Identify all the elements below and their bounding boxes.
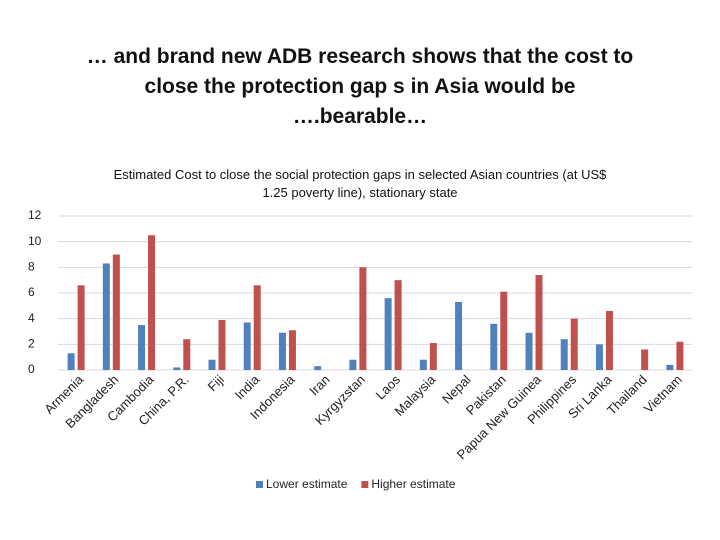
bar <box>666 364 674 370</box>
bar <box>77 285 85 370</box>
y-tick-label: 2 <box>28 337 35 351</box>
bar <box>278 332 286 370</box>
bar <box>173 367 181 370</box>
bar <box>218 319 226 370</box>
x-tick-label: Laos <box>373 372 404 403</box>
bar <box>208 359 216 370</box>
bar <box>455 301 463 370</box>
y-tick-label: 6 <box>28 285 35 299</box>
bar <box>148 235 156 370</box>
legend-swatch <box>361 481 369 488</box>
bar <box>67 353 75 370</box>
bar <box>500 291 508 370</box>
bar <box>394 280 402 370</box>
bar <box>595 344 603 370</box>
bar <box>490 323 498 370</box>
x-tick-label: India <box>232 371 263 402</box>
x-tick-label: Fiji <box>205 372 227 394</box>
bar <box>112 254 120 370</box>
y-tick-label: 10 <box>28 234 42 248</box>
legend-label: Higher estimate <box>371 477 455 491</box>
bar <box>349 359 357 370</box>
y-tick-label: 0 <box>28 362 35 376</box>
y-tick-label: 12 <box>28 208 42 222</box>
bar <box>102 263 110 370</box>
bar <box>288 330 296 370</box>
y-tick-label: 4 <box>28 311 35 325</box>
bar <box>560 339 568 370</box>
bar <box>605 310 613 370</box>
bar <box>676 341 684 370</box>
bar <box>138 325 146 370</box>
bar <box>570 318 578 370</box>
bar <box>641 349 649 370</box>
bar <box>535 275 543 370</box>
legend-label: Lower estimate <box>266 477 348 491</box>
bar <box>243 322 251 370</box>
y-tick-label: 8 <box>28 260 35 274</box>
legend-swatch <box>256 481 263 488</box>
x-tick-label: Vietnam <box>641 372 685 416</box>
bar <box>384 298 392 370</box>
chart-subtitle: Estimated Cost to close the social prote… <box>113 167 607 200</box>
bar <box>314 366 322 370</box>
slide-title: … and brand new ADB research shows that … <box>86 45 634 128</box>
bar <box>525 332 533 370</box>
bar <box>419 359 427 370</box>
bar <box>359 267 367 370</box>
bar <box>429 343 437 370</box>
x-tick-label: Iran <box>306 372 332 398</box>
bar <box>253 285 261 370</box>
bar <box>183 339 191 370</box>
